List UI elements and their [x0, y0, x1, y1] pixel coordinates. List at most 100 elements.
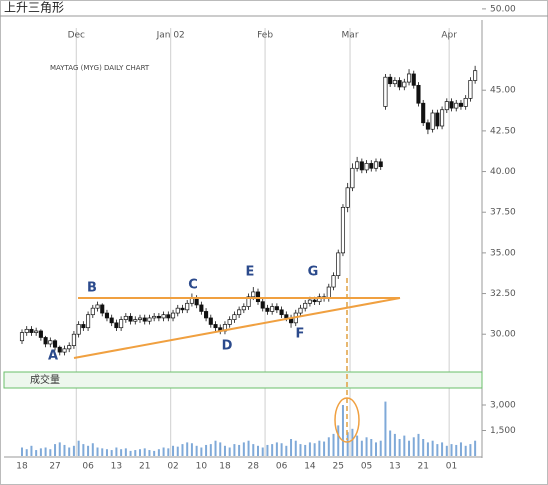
point-label: F: [296, 327, 305, 342]
volume-bar: [351, 428, 354, 456]
volume-bar: [412, 437, 415, 456]
volume-bar: [115, 447, 118, 456]
volume-bar: [214, 440, 217, 456]
annotations: A B C D E F G: [48, 265, 401, 443]
candle-body: [416, 84, 421, 104]
candle-body: [189, 298, 194, 304]
volume-bar: [459, 442, 462, 456]
volume-bar: [58, 442, 61, 456]
candle-body: [265, 307, 270, 312]
volume-bar: [72, 445, 75, 456]
point-label: B: [87, 281, 97, 296]
volume-bar: [25, 449, 28, 456]
volume-bar: [308, 442, 311, 456]
volume-label: 成交量: [30, 373, 60, 386]
candle-body: [458, 102, 464, 107]
candle-body: [444, 101, 449, 111]
candle-body: [454, 102, 459, 109]
y-tick-label: 50.00: [490, 4, 516, 14]
x-tick-label: 21: [417, 462, 428, 472]
volume-bar: [323, 441, 326, 456]
volume-bar: [426, 442, 429, 456]
x-tick-label: 27: [49, 462, 60, 472]
volume-bar: [39, 448, 42, 456]
candle-body: [378, 161, 383, 168]
candle-body: [170, 312, 176, 319]
volume-bar: [21, 447, 23, 456]
y-tick-label: 40.00: [490, 167, 516, 177]
candle-body: [204, 311, 209, 319]
candle-body: [156, 315, 161, 319]
volume-bar: [403, 435, 406, 456]
candle-body: [331, 275, 336, 288]
volume-bar: [280, 443, 283, 456]
candle-body: [430, 112, 435, 130]
volume-bar: [242, 442, 245, 456]
volume-bar: [96, 447, 99, 456]
candle-body: [468, 80, 473, 99]
candle-body: [95, 304, 100, 309]
volume-bar: [228, 447, 231, 456]
candle-body: [114, 322, 119, 329]
volume-bar: [450, 444, 453, 456]
candle-body: [364, 163, 369, 171]
candle-body: [100, 304, 105, 314]
volume-bar: [77, 440, 80, 456]
volume-bar: [384, 401, 387, 456]
volume-bar: [172, 445, 175, 456]
candle-body: [137, 317, 143, 320]
candle-body: [473, 70, 478, 81]
candle-body: [392, 80, 397, 85]
volume-bar: [436, 444, 439, 456]
candle-body: [274, 306, 279, 311]
candle-body: [43, 337, 48, 345]
volume-bar: [30, 445, 33, 456]
volume-bar: [153, 450, 156, 456]
volume-bar: [82, 444, 85, 456]
volume-bar: [124, 448, 127, 456]
month-label: Jan 02: [156, 31, 185, 41]
candle-body: [369, 163, 374, 169]
volume-bar: [233, 444, 236, 456]
month-label: Mar: [342, 31, 359, 41]
volume-bar: [134, 450, 137, 456]
x-tick-label: 10: [196, 462, 208, 472]
volume-bar: [54, 444, 57, 456]
volume-bar: [356, 435, 359, 456]
volume-bar: [408, 440, 411, 456]
x-tick-label: 21: [139, 462, 150, 472]
volume-bar: [186, 442, 189, 456]
candle-body: [185, 302, 190, 311]
volume-bar: [205, 444, 208, 456]
candle-body: [38, 330, 43, 338]
candle-body: [90, 307, 95, 316]
point-label: E: [246, 265, 255, 280]
candle-body: [359, 161, 364, 171]
candle-body: [279, 309, 284, 316]
volume-bar: [247, 440, 250, 456]
point-label: D: [222, 339, 233, 354]
candle-body: [161, 314, 166, 319]
volume-bar: [44, 447, 47, 456]
volume-tick-label: 1,500: [490, 426, 516, 436]
chart-title: 上升三角形: [4, 1, 64, 15]
volume-bar: [87, 445, 90, 456]
candle-body: [232, 314, 237, 320]
candle-body: [355, 161, 360, 169]
volume-bar: [464, 445, 467, 456]
volume-bar: [417, 433, 420, 456]
candle-body: [246, 296, 251, 307]
candle-body: [19, 332, 25, 342]
candle-body: [213, 324, 218, 329]
volume-bar: [299, 444, 302, 456]
candle-body: [383, 76, 388, 107]
x-tick-label: 05: [361, 462, 372, 472]
volume-bar: [346, 432, 349, 456]
candle-body: [237, 309, 242, 316]
volume-bar: [389, 430, 392, 456]
candle-body: [62, 348, 67, 353]
candle-body: [208, 317, 213, 325]
volume-bar: [190, 443, 193, 456]
candle-body: [336, 252, 341, 277]
